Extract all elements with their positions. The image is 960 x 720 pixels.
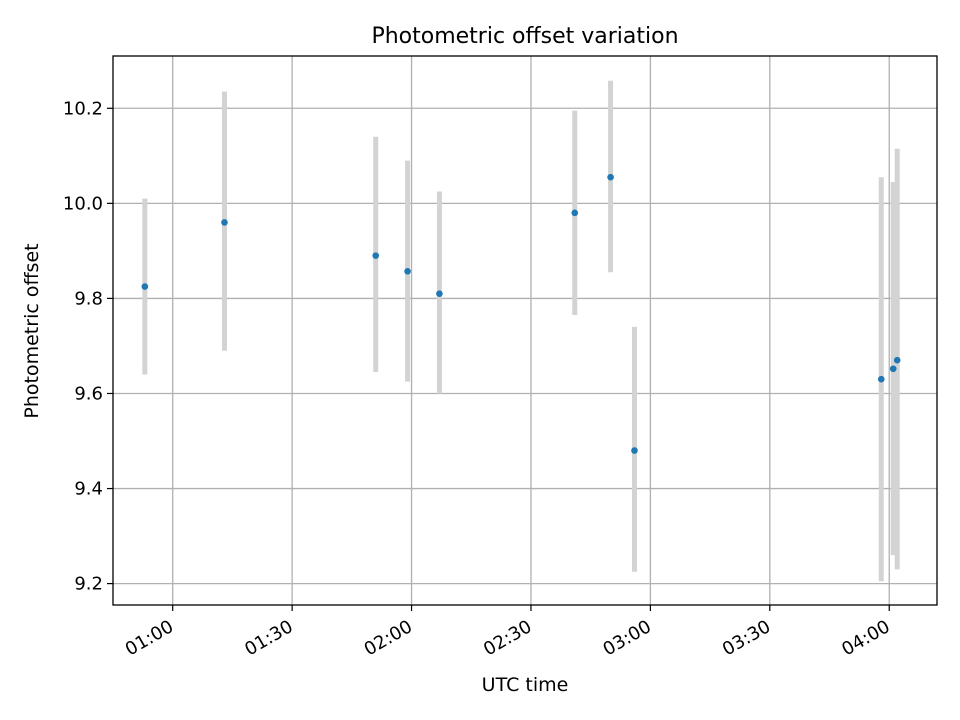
data-point [889,365,897,373]
grid [113,56,937,605]
data-point [141,283,149,290]
data-point [631,447,638,454]
x-tick-label: 01:00 [122,616,177,660]
data-point [404,268,411,275]
data-point [436,290,443,297]
x-axis-label: UTC time [482,674,569,696]
y-tick-label: 10.0 [63,193,103,214]
x-tick-label: 02:30 [480,616,535,660]
y-tick-label: 9.4 [74,479,103,500]
plot-frame [112,55,938,606]
x-tick-label: 02:00 [361,616,416,660]
y-axis-ticks: 9.2 9.4 9.6 9.8 10.0 10.2 [63,98,113,595]
x-axis-ticks: 01:00 01:30 02:00 02:30 03:00 03:30 04:00 [122,605,894,660]
data-points [141,173,901,454]
x-tick-label: 04:00 [838,616,893,660]
chart-title: Photometric offset variation [371,24,678,49]
data-point [893,356,901,364]
data-point [877,375,885,383]
y-tick-label: 10.2 [63,98,103,119]
y-tick-label: 9.6 [74,383,103,404]
x-tick-label: 01:30 [241,616,296,660]
data-point [607,173,614,181]
data-point [571,209,579,217]
y-tick-label: 9.2 [74,574,103,595]
y-axis-label: Photometric offset [21,243,43,418]
error-bars [142,80,900,582]
data-point [221,219,228,226]
x-tick-label: 03:30 [719,616,774,660]
y-tick-label: 9.8 [74,288,103,309]
data-point [372,252,380,259]
x-tick-label: 03:00 [599,616,654,660]
